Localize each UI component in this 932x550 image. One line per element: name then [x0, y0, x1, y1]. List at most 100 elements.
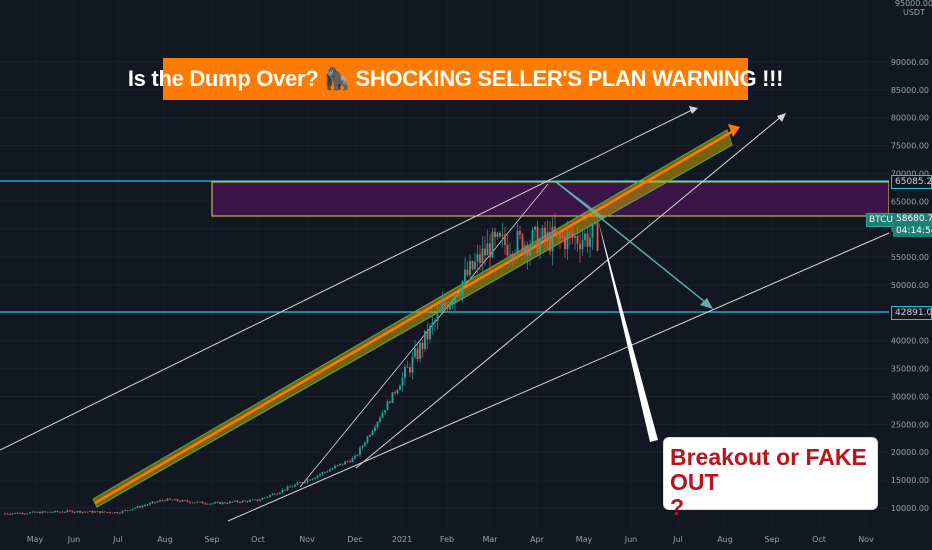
candle-body [129, 510, 131, 511]
candle-body [431, 322, 434, 326]
candle-body [114, 512, 116, 514]
candle-body [416, 348, 419, 360]
price-tick-label: 30000.00 [891, 392, 929, 401]
candle-body [189, 501, 191, 503]
candle-body [411, 356, 414, 373]
candle-body [311, 478, 314, 481]
candle-body [121, 510, 124, 513]
candle-body [361, 445, 364, 448]
candle-body [551, 226, 554, 252]
candle-body [81, 511, 84, 513]
candle-body [281, 489, 284, 493]
candle-body [264, 497, 266, 499]
candle-body [36, 511, 39, 513]
candle-body [46, 511, 49, 513]
candle-body [261, 498, 264, 500]
candle-body [386, 401, 389, 411]
candle-body [484, 248, 486, 256]
candle-body [61, 511, 64, 513]
candle-body [569, 232, 571, 234]
candle-body [171, 499, 174, 501]
candle-body [444, 302, 446, 306]
candle-body [374, 427, 376, 431]
candle-body [209, 503, 211, 505]
time-tick-label: Jul [672, 535, 683, 544]
callout-box: Breakout or FAKE OUT ? [663, 437, 878, 520]
candle-body [256, 499, 259, 501]
channel-right-arrowhead [777, 113, 786, 122]
candle-body [144, 505, 146, 506]
candle-body [489, 243, 491, 258]
candle-body [289, 486, 291, 488]
candle-body [216, 502, 219, 503]
time-tick-label: May [27, 535, 44, 544]
candle-body [496, 232, 499, 238]
candle-body [34, 511, 36, 513]
candle-body [494, 231, 496, 238]
candle-body [354, 455, 356, 459]
candle-body [194, 502, 196, 504]
candle-body [249, 500, 251, 502]
candle-body [341, 463, 344, 465]
time-tick-label: Oct [812, 535, 826, 544]
candle-body [219, 502, 221, 504]
candle-body [161, 500, 164, 502]
candle-body [21, 512, 24, 514]
candle-body [576, 235, 579, 244]
candle-body [266, 496, 269, 498]
candle-body [89, 510, 91, 512]
candle-body [536, 226, 539, 253]
candle-body [174, 499, 176, 501]
candle-body [356, 454, 359, 456]
countdown-tag: 04:14:54 [893, 225, 932, 237]
candle-body [474, 261, 476, 270]
channel-upper-line [0, 108, 695, 451]
candle-body [79, 511, 81, 513]
candle-body [49, 511, 51, 513]
candle-body [514, 253, 516, 258]
candle-body [86, 511, 89, 513]
candle-body [584, 233, 586, 241]
candle-body [231, 501, 234, 503]
candle-body [184, 500, 186, 501]
candle-body [241, 500, 244, 503]
candle-body [251, 499, 254, 501]
candle-body [26, 513, 29, 515]
candle-body [106, 512, 109, 513]
time-tick-label: Aug [157, 535, 173, 544]
price-tick-label: 80000.00 [891, 114, 929, 123]
candle-body [76, 511, 79, 513]
candle-body [71, 510, 74, 513]
candle-body [141, 505, 144, 508]
time-tick-label: Jun [67, 535, 81, 544]
candle-body [379, 417, 381, 422]
candle-body [101, 511, 104, 513]
candle-body [39, 511, 41, 514]
candle-body [206, 503, 209, 505]
price-tick-label: 65000.00 [891, 197, 929, 206]
projection-arrowhead [700, 298, 713, 309]
candle-body [376, 421, 379, 428]
candle-body [566, 232, 569, 250]
candle-body [111, 512, 114, 514]
candle-body [164, 500, 166, 502]
gorilla-icon: 🦍 [323, 66, 351, 91]
candle-body [19, 512, 21, 514]
candle-body [229, 501, 231, 504]
candle-body [176, 499, 179, 501]
candle-body [151, 501, 154, 504]
candle-body [406, 366, 409, 368]
candle-body [344, 461, 346, 465]
candle-body [269, 495, 271, 497]
candle-body [441, 302, 444, 310]
candle-body [31, 511, 34, 513]
candle-body [419, 342, 421, 360]
candle-body [309, 479, 311, 481]
rising-channel-arrowhead [728, 124, 740, 137]
candle-body [554, 226, 556, 234]
candle-body [299, 482, 301, 484]
candle-body [179, 500, 181, 502]
candle-body [159, 500, 161, 502]
candle-body [439, 309, 441, 313]
